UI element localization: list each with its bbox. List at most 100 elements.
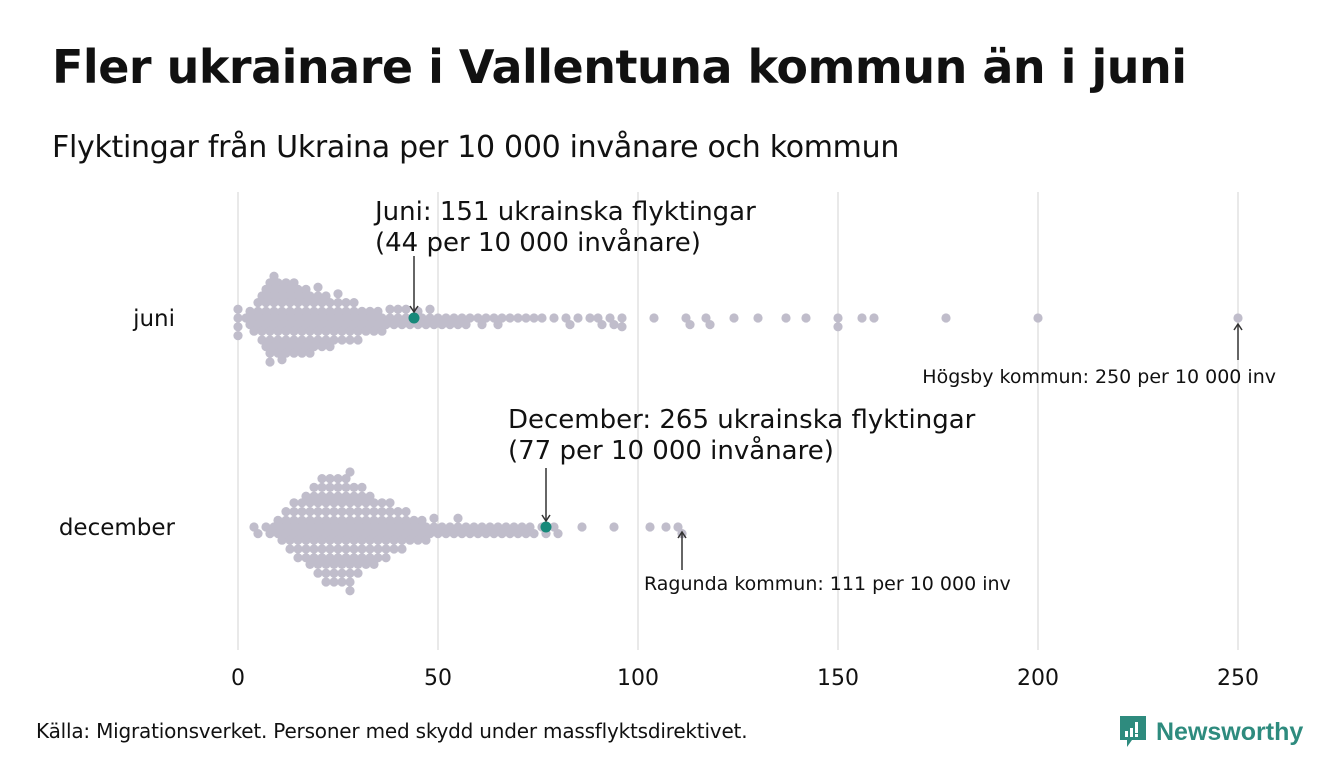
dot-juni: [365, 320, 375, 330]
dot-december: [381, 522, 391, 532]
dot-december: [325, 482, 335, 492]
dot-juni: [249, 313, 259, 323]
dot-december: [345, 586, 355, 596]
dot-december: [369, 559, 379, 570]
dot-december: [373, 535, 383, 545]
dot-juni: [361, 313, 371, 323]
dot-december: [345, 529, 355, 539]
dot-december: [329, 498, 339, 508]
logo-icon: [1120, 716, 1146, 747]
dot-juni: [437, 320, 447, 330]
dot-december: [509, 522, 519, 532]
dot-juni: [753, 313, 763, 323]
dot-december: [277, 535, 287, 545]
dot-juni: [297, 326, 307, 336]
dot-december: [609, 522, 619, 532]
dot-december: [365, 553, 375, 563]
x-tick-label: 0: [231, 666, 245, 691]
dot-december: [301, 553, 311, 563]
dot-december: [289, 498, 299, 508]
dot-december: [389, 544, 399, 554]
dot-juni: [269, 306, 279, 316]
dot-december: [361, 515, 371, 526]
dot-december: [285, 522, 295, 532]
dot-december: [405, 522, 415, 532]
dot-juni: [305, 348, 315, 358]
dot-juni: [537, 313, 547, 323]
dot-december: [261, 522, 271, 532]
dot-juni: [321, 291, 331, 301]
dot-december: [329, 577, 339, 587]
dot-december: [369, 529, 379, 539]
dot-juni: [313, 326, 323, 336]
dot-juni: [233, 313, 243, 323]
dot-juni: [573, 313, 583, 323]
dot-december: [517, 522, 527, 532]
dot-december: [317, 553, 327, 563]
dot-juni: [465, 313, 475, 323]
dot-juni: [701, 313, 711, 323]
dot-december: [285, 535, 295, 545]
dot-december: [345, 498, 355, 508]
dot-december: [309, 491, 319, 501]
dot-juni: [393, 304, 403, 314]
dot-december: [393, 507, 403, 517]
dot-juni: [277, 355, 287, 365]
dot-juni: [233, 322, 243, 332]
dot-juni: [253, 320, 263, 330]
dot-juni: [421, 320, 431, 330]
dot-juni: [521, 313, 531, 323]
dot-december: [469, 522, 479, 532]
dot-december: [321, 559, 331, 570]
dot-juni: [297, 313, 307, 323]
dot-december: [429, 513, 439, 523]
newsworthy-logo[interactable]: Newsworthy: [1118, 714, 1303, 750]
dot-december: [337, 515, 347, 526]
dot-juni: [265, 313, 275, 323]
dot-juni: [353, 313, 363, 323]
x-tick-label: 200: [1017, 666, 1059, 691]
dot-juni: [565, 320, 575, 330]
dot-december: [405, 535, 415, 545]
dot-december: [549, 522, 559, 532]
dot-december: [329, 529, 339, 539]
dot-juni: [233, 331, 243, 341]
dot-juni: [365, 306, 375, 316]
dot-juni: [241, 313, 251, 323]
dot-december: [341, 482, 351, 492]
dot-december: [377, 507, 387, 517]
dot-december: [277, 522, 287, 532]
dot-december: [269, 522, 279, 532]
dot-december: [353, 529, 363, 539]
row-label-december: december: [59, 515, 176, 541]
dot-december: [385, 498, 395, 508]
dot-december: [461, 522, 471, 532]
dot-juni: [301, 298, 311, 308]
dot-december: [357, 544, 367, 554]
dot-juni: [293, 298, 303, 308]
dot-juni: [249, 326, 259, 336]
dot-juni: [345, 313, 355, 323]
dot-december: [321, 577, 331, 587]
dot-juni: [257, 313, 267, 323]
dot-december: [373, 553, 383, 563]
dot-juni: [585, 313, 595, 323]
dot-december: [273, 515, 283, 526]
dot-december: [317, 491, 327, 501]
dot-december: [345, 467, 355, 477]
dot-juni: [269, 271, 279, 281]
december-highlight-arrow-head: [541, 514, 551, 523]
dot-juni: [617, 322, 627, 332]
dot-juni: [313, 291, 323, 301]
dot-juni: [705, 320, 715, 330]
dot-december: [317, 474, 327, 484]
dot-december: [321, 568, 331, 578]
dot-december: [313, 559, 323, 570]
dot-december: [349, 553, 359, 563]
dots: [233, 271, 1243, 596]
dot-december: [317, 482, 327, 492]
dot-december: [453, 513, 463, 523]
dot-juni: [505, 313, 515, 323]
dot-juni: [289, 335, 299, 345]
dot-december: [333, 482, 343, 492]
